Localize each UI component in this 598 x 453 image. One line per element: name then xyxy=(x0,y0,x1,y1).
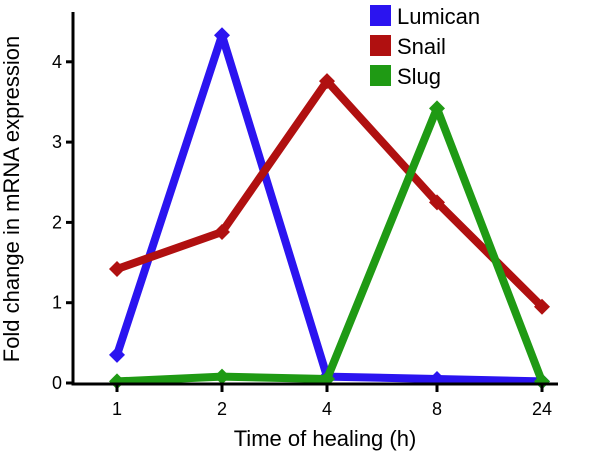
legend-label: Lumican xyxy=(397,4,480,29)
data-point xyxy=(109,346,125,363)
x-axis-title: Time of healing (h) xyxy=(234,426,417,451)
legend-swatch xyxy=(370,35,391,56)
legend: Lumican Snail Slug xyxy=(370,4,480,89)
x-tick-label: 4 xyxy=(322,399,332,419)
data-point xyxy=(429,194,445,211)
x-tick-label: 8 xyxy=(432,399,442,419)
data-point xyxy=(429,100,445,117)
y-tick-label: 0 xyxy=(52,373,62,393)
y-tick-label: 4 xyxy=(52,52,62,72)
series-layer xyxy=(109,27,550,390)
series-line xyxy=(113,77,546,311)
x-ticks: 1 2 4 8 24 xyxy=(112,384,552,419)
x-tick-label: 2 xyxy=(217,399,227,419)
y-tick-label: 1 xyxy=(52,293,62,313)
data-point xyxy=(109,260,125,277)
data-point xyxy=(214,27,230,44)
x-tick-label: 1 xyxy=(112,399,122,419)
legend-item: Slug xyxy=(370,64,441,89)
data-point xyxy=(534,298,550,315)
data-point xyxy=(319,73,335,90)
data-point xyxy=(214,368,230,385)
y-tick-label: 2 xyxy=(52,212,62,232)
data-point xyxy=(214,224,230,241)
axes xyxy=(71,12,558,386)
x-tick-label: 24 xyxy=(532,399,552,419)
legend-label: Snail xyxy=(397,34,446,59)
series-snail xyxy=(109,73,550,315)
legend-swatch xyxy=(370,65,391,86)
legend-item: Lumican xyxy=(370,4,480,29)
legend-item: Snail xyxy=(370,34,446,59)
y-ticks: 0 1 2 3 4 xyxy=(52,52,73,393)
legend-label: Slug xyxy=(397,64,441,89)
y-tick-label: 3 xyxy=(52,132,62,152)
legend-swatch xyxy=(370,5,391,26)
y-axis-title: Fold change in mRNA expression xyxy=(0,36,24,363)
